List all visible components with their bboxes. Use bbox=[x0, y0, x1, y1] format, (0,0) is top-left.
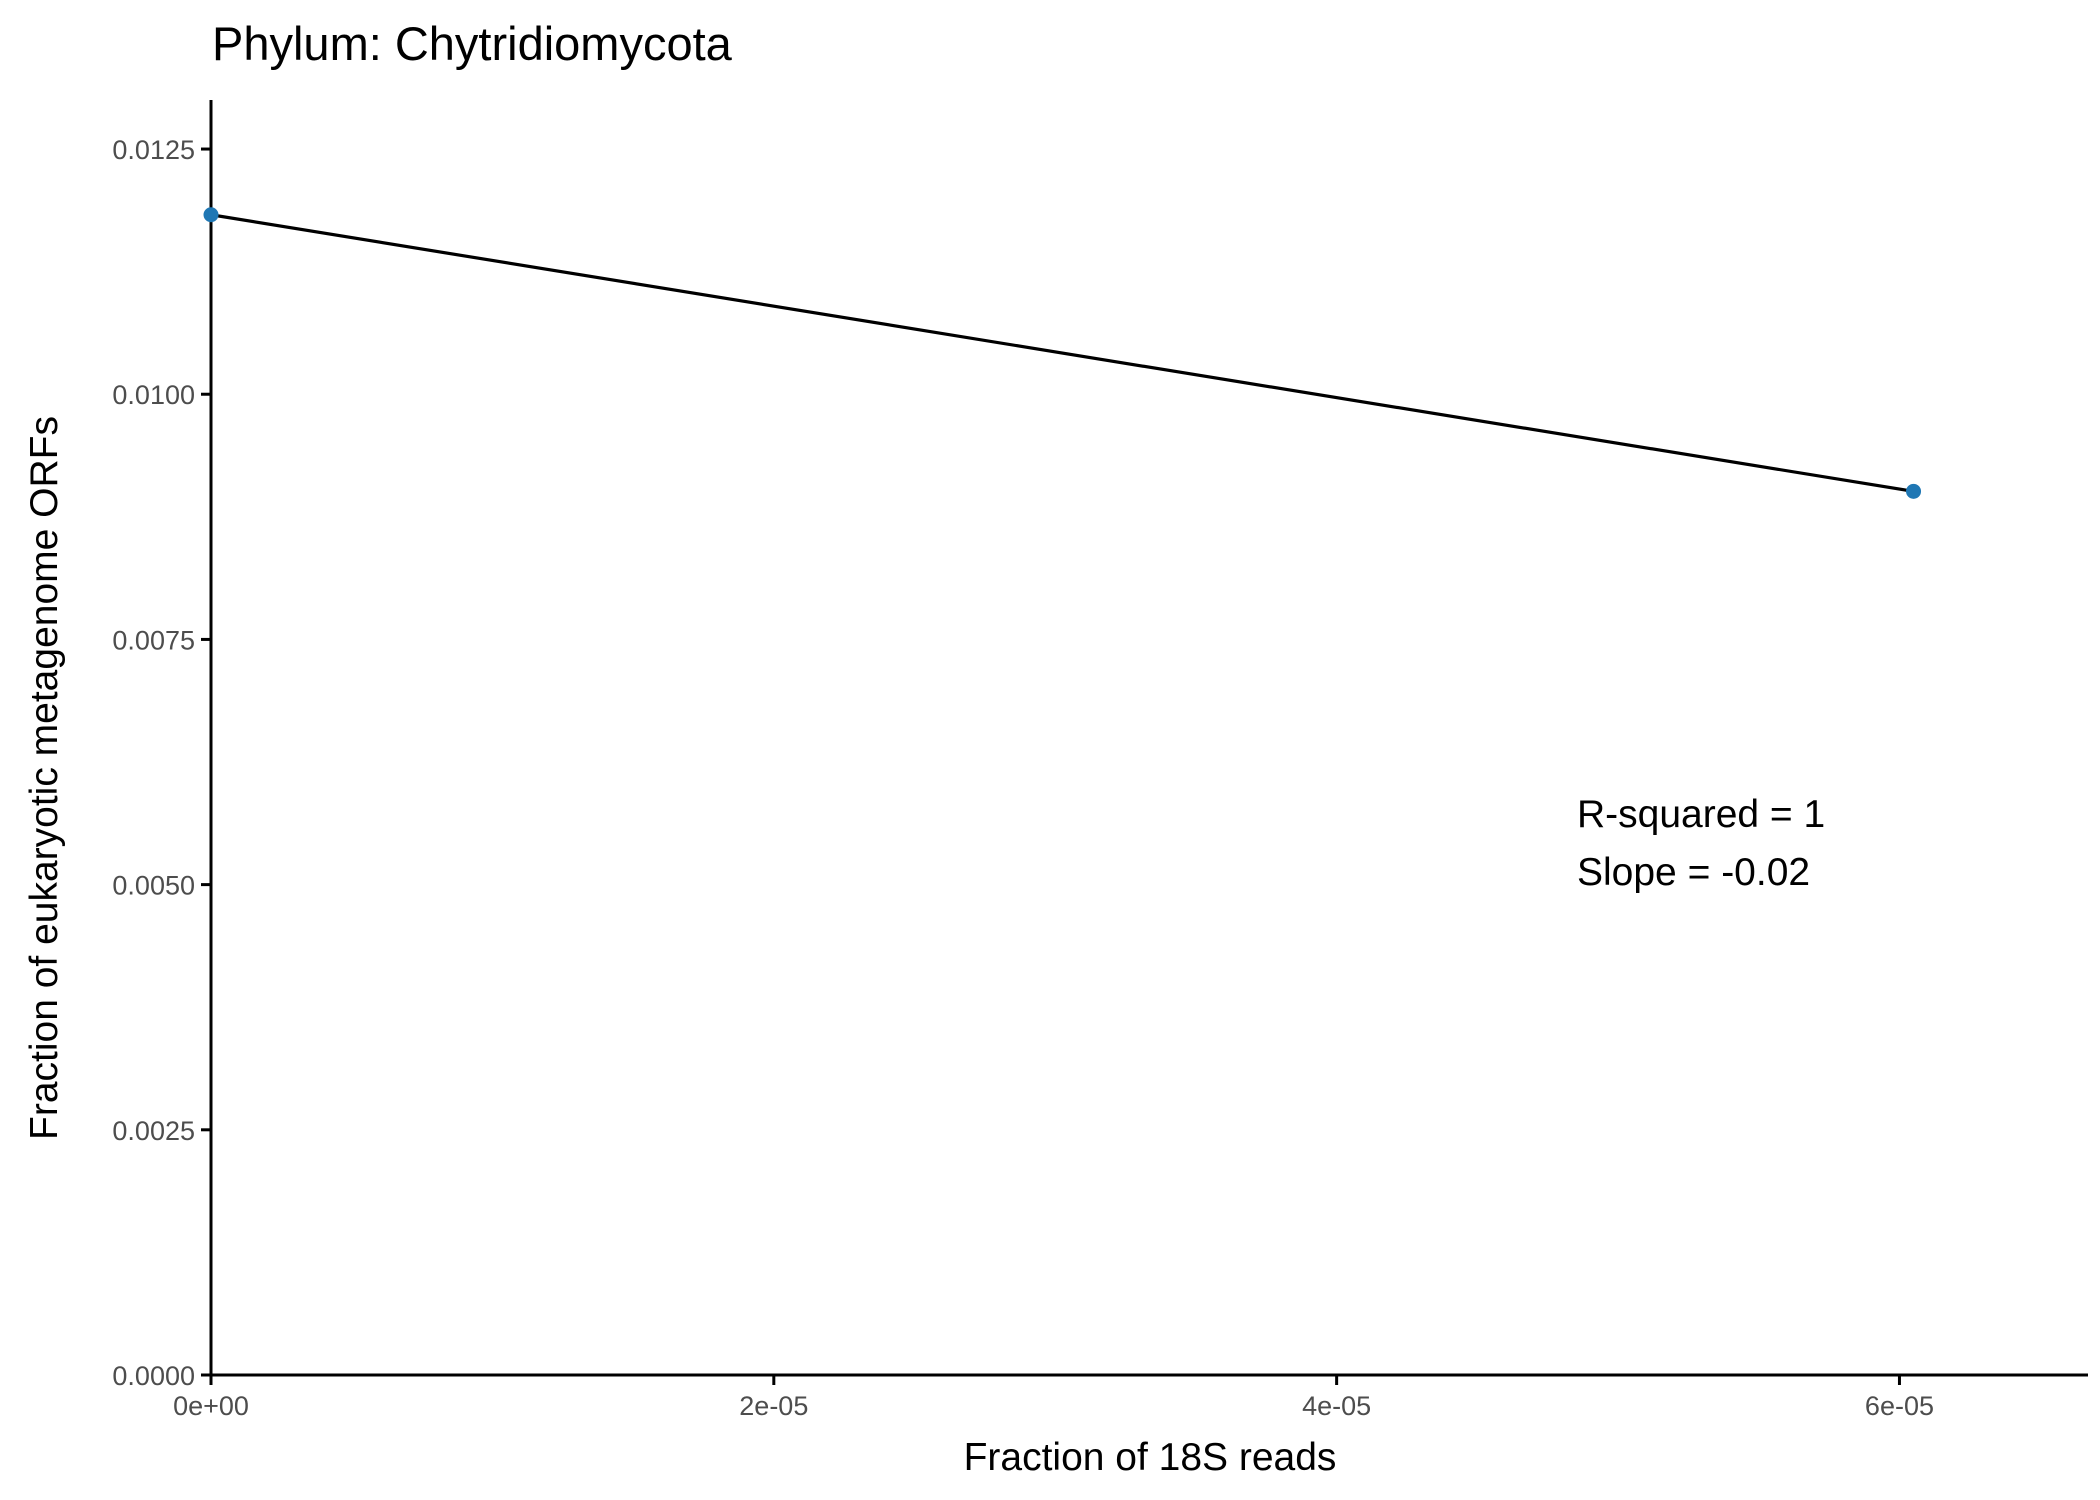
x-axis-title: Fraction of 18S reads bbox=[964, 1436, 1337, 1479]
x-axis: 0e+00 2e-05 4e-05 6e-05 bbox=[173, 1373, 2088, 1421]
chart-title: Phylum: Chytridiomycota bbox=[212, 17, 733, 70]
y-tick-label: 0.0000 bbox=[112, 1361, 195, 1391]
x-tick-label: 4e-05 bbox=[1302, 1391, 1371, 1421]
y-tick-label: 0.0025 bbox=[112, 1116, 195, 1146]
r-squared-annotation: R-squared = 1 bbox=[1577, 793, 1825, 836]
data-point bbox=[203, 207, 219, 223]
series bbox=[203, 207, 1922, 499]
y-axis-title: Fraction of eukaryotic metagenome ORFs bbox=[23, 416, 66, 1140]
y-tick-label: 0.0075 bbox=[112, 625, 195, 655]
data-point bbox=[1906, 483, 1922, 499]
y-tick-label: 0.0125 bbox=[112, 135, 195, 165]
y-axis: 0.0000 0.0025 0.0050 0.0075 0.0100 0.0125 bbox=[112, 100, 213, 1391]
x-tick-label: 2e-05 bbox=[739, 1391, 808, 1421]
slope-annotation: Slope = -0.02 bbox=[1577, 851, 1810, 894]
y-tick-label: 0.0100 bbox=[112, 380, 195, 410]
x-tick-label: 0e+00 bbox=[173, 1391, 249, 1421]
y-tick-label: 0.0050 bbox=[112, 871, 195, 901]
x-tick-label: 6e-05 bbox=[1865, 1391, 1934, 1421]
fit-line bbox=[210, 213, 1914, 493]
